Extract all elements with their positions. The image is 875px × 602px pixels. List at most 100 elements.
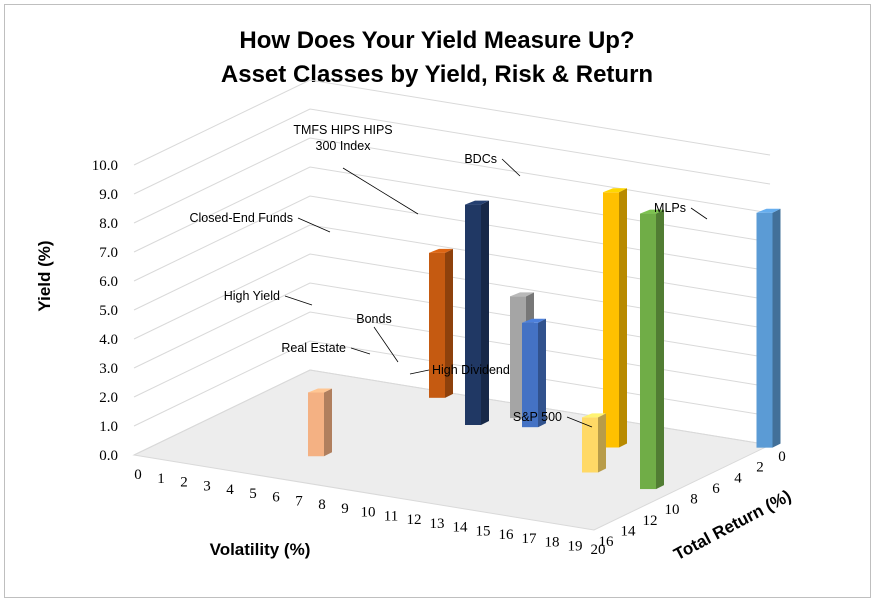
x-tick-label: 9 bbox=[341, 501, 349, 517]
bar-top bbox=[603, 188, 627, 193]
bar-bdcs bbox=[640, 209, 664, 490]
data-label-s-p-500: S&P 500 bbox=[513, 410, 593, 428]
leader-line bbox=[566, 416, 593, 428]
bar-front bbox=[756, 212, 773, 448]
bar-top bbox=[582, 413, 606, 418]
bar-front bbox=[603, 192, 619, 448]
leader-line bbox=[501, 158, 521, 177]
bar-top bbox=[756, 208, 781, 213]
bar-side bbox=[324, 388, 332, 457]
bar-front bbox=[465, 204, 481, 425]
data-label-text: High Yield bbox=[224, 289, 280, 303]
y-tick-label: 7.0 bbox=[99, 245, 118, 261]
bar-front bbox=[308, 392, 324, 457]
x-tick-label: 5 bbox=[249, 486, 257, 502]
y-tick-label: 3.0 bbox=[99, 361, 118, 377]
y-tick-label: 2.0 bbox=[99, 390, 118, 406]
data-label-text: TMFS HIPS HIPS bbox=[293, 123, 392, 137]
x-tick-label: 15 bbox=[476, 523, 491, 539]
bars bbox=[308, 188, 781, 490]
data-label-text: 300 Index bbox=[316, 139, 372, 153]
data-label-high-yield: High Yield bbox=[224, 289, 313, 306]
leader-line bbox=[373, 326, 399, 363]
x-tick-label: 6 bbox=[272, 490, 280, 506]
bar-side bbox=[772, 208, 781, 448]
x-tick-label: 14 bbox=[453, 520, 469, 536]
gridline-yield-8.0 bbox=[133, 137, 771, 224]
bar-side bbox=[598, 413, 606, 473]
x-tick-label: 17 bbox=[522, 531, 538, 547]
data-label-text: MLPs bbox=[654, 201, 686, 215]
z-tick-label: 12 bbox=[643, 513, 658, 529]
bar-top bbox=[640, 209, 664, 214]
bar-high-dividend bbox=[522, 318, 546, 428]
data-label-text: Bonds bbox=[356, 312, 391, 326]
y-tick-label: 0.0 bbox=[99, 448, 118, 464]
bar-s-p-500 bbox=[582, 413, 606, 473]
leader-line bbox=[342, 167, 419, 215]
z-tick-label: 2 bbox=[756, 460, 764, 476]
data-label-text: High Dividend bbox=[432, 363, 510, 377]
bar-bonds bbox=[308, 388, 332, 457]
x-tick-label: 3 bbox=[203, 478, 211, 494]
tick-labels: 0.01.02.03.04.05.06.07.08.09.010.00 1 2 3 4 5… bbox=[92, 158, 786, 558]
bar-side bbox=[656, 209, 664, 490]
y-tick-label: 1.0 bbox=[99, 419, 118, 435]
x-tick-label: 20 bbox=[591, 542, 606, 558]
x-tick-label: 7 bbox=[295, 493, 303, 509]
chart-title-line-1: How Does Your Yield Measure Up? bbox=[239, 27, 634, 54]
data-label-text: BDCs bbox=[464, 152, 497, 166]
x-tick-label: 19 bbox=[568, 538, 583, 554]
bar-front bbox=[429, 252, 445, 398]
data-label-closed-end-funds: Closed-End Funds bbox=[189, 211, 331, 233]
x-tick-label: 2 bbox=[180, 475, 188, 491]
bar-high-yield bbox=[429, 248, 453, 398]
bar-front bbox=[640, 213, 656, 490]
data-label-bonds: Bonds bbox=[356, 312, 399, 363]
leader-line bbox=[350, 347, 371, 355]
bar-front bbox=[522, 322, 538, 428]
leader-line bbox=[690, 207, 708, 220]
y-tick-label: 10.0 bbox=[92, 158, 118, 174]
x-tick-label: 1 bbox=[157, 471, 165, 487]
bar-closed-end-funds bbox=[465, 200, 489, 425]
leader-line bbox=[297, 217, 331, 233]
bar-side bbox=[538, 318, 546, 428]
z-tick-label: 0 bbox=[778, 449, 786, 465]
z-tick-label: 10 bbox=[665, 502, 680, 518]
y-tick-label: 8.0 bbox=[99, 216, 118, 232]
gridline-yield-9.0 bbox=[133, 108, 771, 195]
data-label-text: S&P 500 bbox=[513, 410, 562, 424]
bar-mlps bbox=[756, 208, 781, 448]
data-label-text: Real Estate bbox=[281, 341, 346, 355]
bar-tmfs-hips-hips-300-index bbox=[603, 188, 627, 448]
bar-top bbox=[465, 200, 489, 205]
y-tick-label: 5.0 bbox=[99, 303, 118, 319]
z-tick-label: 6 bbox=[712, 481, 720, 497]
x-tick-label: 10 bbox=[361, 505, 376, 521]
x-tick-label: 8 bbox=[318, 497, 326, 513]
x-axis-title: Volatility (%) bbox=[210, 540, 311, 559]
data-label-text: Closed-End Funds bbox=[189, 211, 293, 225]
bar-top bbox=[510, 292, 534, 297]
x-tick-label: 0 bbox=[134, 467, 142, 483]
x-tick-label: 16 bbox=[499, 527, 515, 543]
x-tick-label: 11 bbox=[384, 508, 398, 524]
bar-front bbox=[582, 417, 598, 473]
data-label-real-estate: Real Estate bbox=[281, 341, 371, 355]
chart-title-line-2: Asset Classes by Yield, Risk & Return bbox=[221, 61, 653, 88]
data-label-tmfs-hips-hips-300-index: TMFS HIPS HIPS 300 Index bbox=[293, 123, 419, 215]
bar-top bbox=[522, 318, 546, 323]
leader-line bbox=[284, 295, 313, 306]
x-tick-label: 13 bbox=[430, 516, 445, 532]
z-tick-label: 14 bbox=[621, 523, 637, 539]
leader-line bbox=[409, 369, 430, 375]
x-tick-label: 18 bbox=[545, 535, 560, 551]
y-axis-title: Yield (%) bbox=[35, 240, 54, 311]
y-tick-label: 4.0 bbox=[99, 332, 118, 348]
bar-top bbox=[429, 248, 453, 253]
gridline-yield-10.0 bbox=[133, 79, 771, 166]
